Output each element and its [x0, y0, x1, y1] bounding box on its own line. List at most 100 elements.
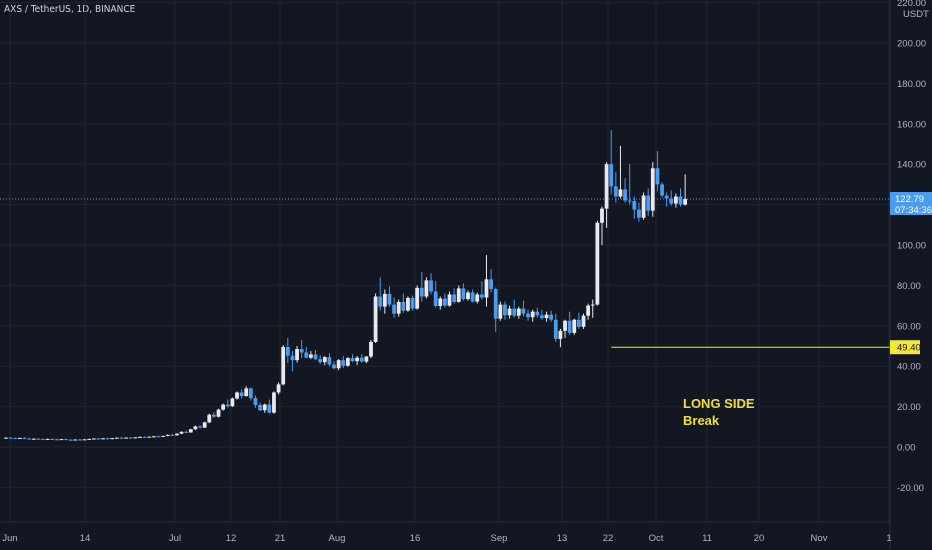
candle-body — [567, 320, 572, 333]
candle-body — [553, 319, 558, 339]
candle-body — [558, 330, 563, 339]
x-tick-label: 20 — [754, 533, 765, 544]
support-value: 49.40 — [897, 343, 921, 354]
candle-body — [549, 314, 554, 320]
candle-body — [64, 439, 68, 441]
candle-body — [669, 198, 674, 204]
candle-body — [516, 308, 521, 316]
candle-body — [678, 196, 683, 205]
candle-body — [350, 358, 355, 362]
candle-body — [655, 168, 660, 185]
last-price-countdown: 07:34:36 — [895, 205, 932, 216]
candle-body — [212, 414, 216, 417]
x-tick-label: 11 — [702, 533, 712, 544]
candle-body — [78, 439, 82, 441]
candle-body — [572, 319, 577, 333]
candle-body — [41, 439, 45, 441]
candle-body — [484, 279, 489, 298]
y-tick-label: 180.00 — [897, 79, 926, 90]
candle-body — [466, 292, 470, 300]
candle-body — [396, 301, 401, 314]
candle-body — [387, 293, 392, 305]
y-tick-label: -20.00 — [897, 483, 924, 494]
candle-body — [683, 198, 688, 205]
x-tick-label: 21 — [275, 533, 286, 544]
candle-body — [276, 384, 281, 393]
y-unit-label: USDT — [903, 9, 929, 20]
candle-body — [419, 287, 424, 297]
chart-grid — [0, 0, 890, 522]
candle-body — [295, 349, 299, 361]
candle-body — [332, 364, 336, 369]
annotation-line2: Break — [683, 413, 720, 428]
candle-body — [45, 438, 50, 440]
candle-body — [138, 436, 142, 438]
x-tick-label: 12 — [226, 533, 237, 544]
candle-body — [447, 294, 452, 306]
candle-body — [202, 422, 207, 428]
x-tick-label: 13 — [557, 533, 568, 544]
candle-body — [322, 357, 327, 363]
candle-body — [544, 314, 549, 319]
candle-body — [489, 279, 493, 290]
candle-body — [493, 289, 498, 319]
candle-body — [410, 297, 415, 309]
candle-body — [613, 186, 618, 197]
candle-body — [392, 304, 396, 314]
candle-body — [373, 296, 378, 342]
candle-body — [336, 360, 341, 369]
candle-body — [188, 429, 193, 433]
candle-body — [627, 200, 632, 202]
candle-body — [151, 436, 156, 438]
candle-body — [382, 293, 387, 307]
candle-body — [327, 357, 332, 365]
candle-body — [73, 439, 78, 441]
y-tick-label: 160.00 — [897, 119, 926, 130]
candle-body — [563, 320, 567, 331]
symbol-header: AXS / TetherUS, 1D, BINANCE — [4, 4, 136, 15]
candle-body — [309, 354, 313, 358]
candle-body — [406, 297, 410, 311]
annotation-line1: LONG SIDE — [683, 396, 755, 411]
last-price-badge — [890, 191, 932, 215]
candle-body — [31, 438, 36, 440]
candle-body — [161, 435, 165, 437]
candle-body — [221, 404, 226, 410]
y-tick-label: 20.00 — [897, 402, 921, 413]
candle-body — [674, 196, 678, 204]
candle-body — [114, 437, 119, 439]
candle-body — [36, 438, 41, 440]
support-badge — [890, 340, 920, 355]
y-tick-label: 200.00 — [897, 39, 926, 50]
candle-body — [119, 437, 124, 439]
candle-body — [456, 288, 461, 302]
candle-body — [198, 426, 202, 428]
candle-body — [128, 437, 133, 439]
candle-body — [184, 431, 189, 433]
candle-body — [96, 438, 101, 440]
candle-body — [170, 434, 175, 436]
candle-body — [253, 398, 258, 405]
y-tick-label: 80.00 — [897, 281, 921, 292]
candle-body — [507, 308, 512, 316]
candle-body — [59, 439, 64, 441]
candle-body — [91, 438, 96, 440]
x-tick-label: Jul — [169, 533, 181, 544]
candle-body — [359, 357, 364, 362]
candle-body — [304, 352, 309, 358]
candle-body — [586, 305, 591, 316]
candle-body — [401, 301, 406, 311]
candle-body — [225, 404, 230, 407]
candle-body — [248, 388, 253, 399]
candle-body — [609, 164, 614, 187]
candle-body — [175, 433, 179, 436]
candle-body — [378, 296, 383, 307]
candle-body — [415, 287, 420, 309]
candle-body — [313, 354, 318, 360]
candle-body — [637, 209, 641, 218]
candle-body — [285, 347, 290, 356]
candle-body — [244, 388, 249, 397]
x-tick-label: 16 — [410, 533, 421, 544]
